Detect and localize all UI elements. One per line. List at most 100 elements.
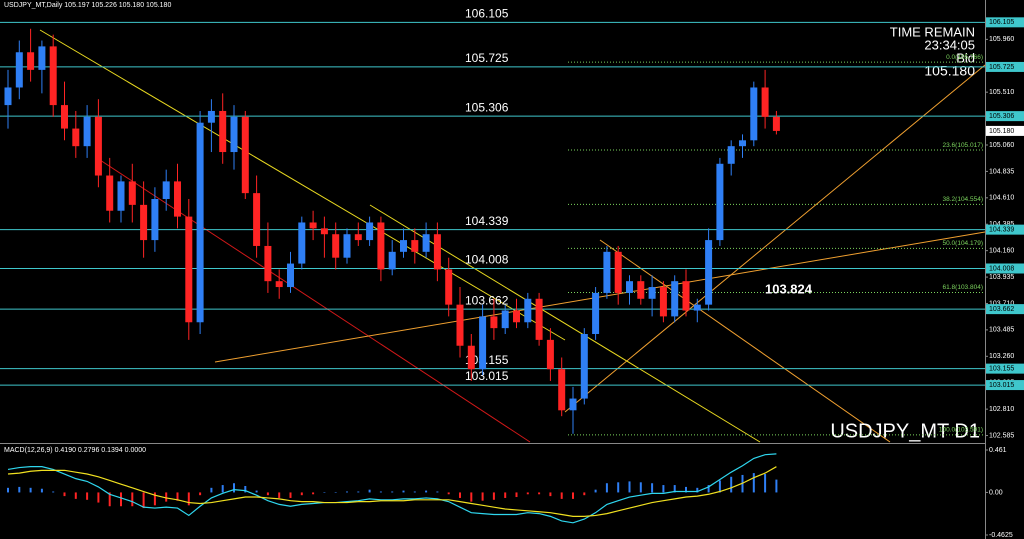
candle-body	[151, 199, 159, 241]
macd-histogram-bar	[312, 492, 315, 495]
level-price-box	[986, 363, 1024, 374]
level-label: 105.725	[465, 51, 509, 65]
candle-body	[275, 281, 283, 288]
time-remain-label: TIME REMAIN	[890, 24, 975, 39]
macd-histogram-bar	[402, 490, 405, 493]
macd-histogram-bar	[18, 486, 21, 493]
macd-histogram-bar	[86, 492, 89, 500]
bid-price: 105.180	[924, 63, 975, 79]
level-price: 104.339	[989, 226, 1014, 233]
candle-body	[682, 281, 690, 311]
y-tick-label: 104.835	[989, 168, 1014, 175]
macd-histogram-bar	[583, 492, 586, 496]
level-label: 106.105	[465, 6, 509, 20]
macd-histogram-bar	[594, 489, 597, 493]
candle-body	[479, 316, 487, 370]
macd-histogram-bar	[176, 492, 179, 501]
macd-histogram-bar	[572, 492, 574, 499]
candle-body	[433, 234, 441, 270]
candle-body	[490, 316, 498, 329]
macd-histogram-bar	[153, 492, 156, 506]
macd-histogram-bar	[775, 479, 778, 493]
macd-histogram-bar	[74, 492, 77, 499]
candle-body	[106, 175, 114, 211]
y-tick-label: 103.260	[989, 353, 1014, 360]
candle-body	[761, 87, 769, 117]
candle-body	[648, 287, 656, 299]
candle-body	[513, 310, 520, 323]
candle-body	[264, 245, 272, 282]
current-price: 105.180	[989, 128, 1014, 135]
macd-histogram-bar	[266, 492, 269, 496]
y-tick-label: 104.385	[989, 221, 1014, 228]
level-label: 105.306	[465, 100, 509, 114]
candle-body	[626, 281, 633, 293]
macd-y-tick-label: 0.461	[989, 447, 1007, 454]
fib-label: 23.6(105.017)	[943, 142, 983, 149]
fib-label: 0.0(105.766)	[946, 54, 983, 61]
candle-body	[614, 251, 622, 293]
candle-body	[772, 116, 780, 131]
candle-body	[207, 110, 215, 123]
trend-line	[564, 64, 986, 413]
macd-signal-line	[7, 466, 777, 517]
macd-histogram-bar	[526, 492, 529, 495]
macd-histogram-bar	[718, 480, 721, 493]
candle-body	[219, 110, 227, 153]
macd-histogram-bar	[278, 492, 281, 498]
candle-body	[128, 181, 136, 205]
level-price: 103.015	[989, 382, 1014, 389]
macd-histogram-bar	[233, 483, 235, 493]
macd-histogram-bar	[199, 492, 202, 496]
fib-label: 50.0(104.179)	[943, 240, 983, 247]
candle-body	[230, 116, 238, 153]
candle-body	[94, 116, 102, 176]
macd-histogram-bar	[210, 487, 213, 493]
macd-histogram-bar	[730, 476, 733, 493]
macd-histogram-bar	[165, 492, 168, 502]
macd-histogram-bar	[685, 486, 687, 493]
level-price-box	[986, 380, 1024, 391]
level-price-box	[986, 263, 1024, 274]
macd-histogram-bar	[40, 488, 43, 493]
candle-body	[467, 345, 475, 370]
macd-histogram-bar	[538, 492, 541, 495]
candle-body	[287, 263, 294, 288]
candle-body	[117, 181, 125, 211]
candle-body	[693, 304, 701, 311]
macd-histogram-bar	[52, 491, 55, 493]
macd-histogram-bar	[651, 483, 654, 493]
y-tick-label: 104.610	[989, 195, 1014, 202]
macd-histogram-bar	[492, 492, 495, 500]
macd-main-line	[7, 453, 777, 524]
macd-histogram-bar	[379, 491, 382, 493]
candle-body	[750, 87, 758, 141]
level-label: 103.155	[465, 353, 509, 367]
macd-histogram-bar	[120, 492, 122, 507]
macd-histogram-bar	[346, 491, 348, 493]
candle-body	[445, 269, 453, 305]
candle-body	[659, 287, 667, 317]
trend-line	[599, 239, 891, 443]
candle-body	[411, 240, 419, 252]
macd-histogram-bar	[662, 485, 665, 493]
level-price: 106.105	[989, 19, 1014, 26]
candle-body	[38, 46, 46, 70]
macd-histogram-bar	[289, 492, 292, 498]
candle-body	[422, 234, 430, 252]
candle-body	[388, 251, 396, 270]
candle-body	[61, 105, 68, 129]
macd-histogram-bar	[323, 492, 326, 493]
macd-histogram-bar	[97, 492, 100, 503]
candle-body	[320, 228, 328, 235]
macd-histogram-bar	[504, 492, 507, 498]
macd-y-tick-label: 0.00	[989, 489, 1003, 496]
macd-histogram-bar	[131, 492, 134, 507]
candle-body	[671, 281, 679, 317]
candle-body	[366, 222, 374, 241]
candle-body	[400, 240, 407, 252]
marker-price: 103.824	[765, 282, 813, 297]
macd-histogram-bar	[255, 490, 258, 493]
macd-histogram-bar	[334, 492, 337, 493]
